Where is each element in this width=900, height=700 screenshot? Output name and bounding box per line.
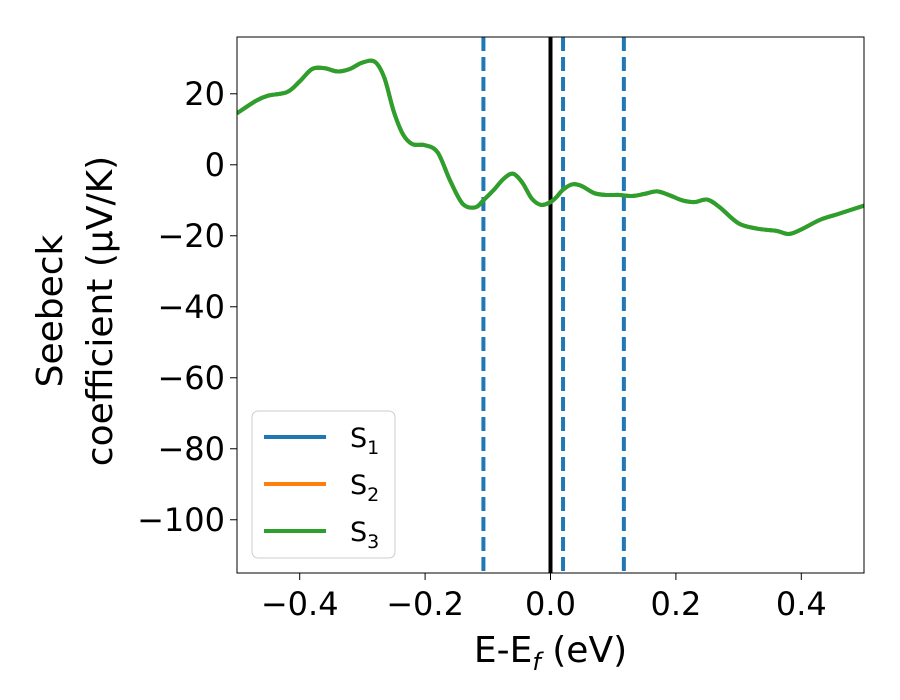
legend-item-s1: S1 (264, 423, 379, 459)
y-axis-label-line2: coefficient (μV/K) (80, 156, 121, 466)
x-tick-label: 0.2 (650, 585, 701, 623)
y-axis-label-line1: Seebeck (30, 234, 71, 387)
y-axis-label: Seebeck coefficient (μV/K) (30, 156, 121, 466)
series-lines (237, 58, 864, 237)
vertical-reference-lines (481, 37, 626, 573)
y-tick-label: 20 (184, 75, 225, 113)
y-tick-label: −20 (157, 217, 225, 255)
x-tick-label: 0.0 (525, 585, 576, 623)
x-axis-label: E-Ef (eV) (474, 630, 627, 676)
x-axis-label-unit: (eV) (541, 630, 627, 671)
x-tick-label: −0.2 (386, 585, 464, 623)
legend: S1 S2 S3 (251, 410, 396, 559)
y-tick-label: −80 (157, 430, 225, 468)
x-tick-label: −0.4 (261, 585, 339, 623)
legend-item-s3: S3 (264, 517, 379, 553)
x-tick-label: 0.4 (776, 585, 827, 623)
legend-label: S3 (350, 517, 379, 553)
x-axis-ticks: −0.4 −0.2 0.0 0.2 0.4 (261, 573, 827, 623)
y-tick-label: −100 (137, 501, 225, 539)
y-tick-label: 0 (205, 146, 225, 184)
series-line-s3 (237, 58, 864, 237)
y-axis-ticks: 20 0 −20 −40 −60 −80 −100 (137, 75, 237, 539)
legend-item-s2: S2 (264, 470, 379, 506)
x-axis-label-main: E-E (474, 630, 532, 671)
y-tick-label: −60 (157, 359, 225, 397)
legend-label: S1 (350, 423, 379, 459)
legend-label: S2 (350, 470, 379, 506)
y-tick-label: −40 (157, 288, 225, 326)
